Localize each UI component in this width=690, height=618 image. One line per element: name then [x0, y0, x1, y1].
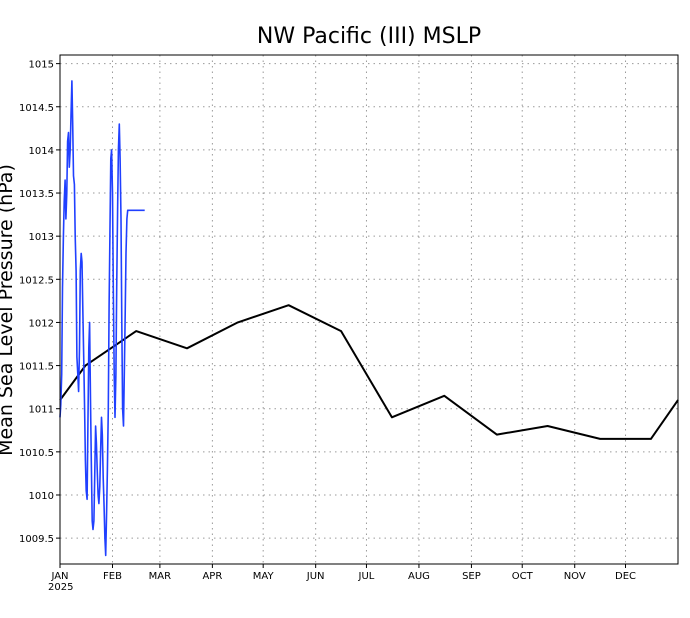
x-tick-label: OCT: [512, 571, 534, 582]
y-tick-label: 1014.5: [19, 103, 54, 114]
x-tick-label: JUL: [358, 571, 375, 582]
x-tick-label: MAR: [149, 571, 171, 582]
series-line-climatology: [59, 304, 679, 440]
y-tick-label: 1013: [29, 232, 54, 243]
y-tick-label: 1009.5: [19, 534, 54, 545]
y-tick-label: 1012: [29, 318, 54, 329]
y-tick-label: 1010: [29, 491, 54, 502]
x-tick-label: DEC: [615, 571, 636, 582]
y-axis-label: Mean Sea Level Pressure (hPa): [0, 164, 17, 456]
series-line-current-year: [59, 80, 145, 557]
y-tick-label: 1013.5: [19, 189, 54, 200]
series-layer: [59, 80, 679, 557]
x-year-label: 2025: [48, 582, 73, 593]
x-tick-label: FEB: [103, 571, 122, 582]
plot-frame: [59, 54, 679, 565]
x-tick-label: JAN: [50, 571, 68, 582]
y-tick-label: 1011.5: [19, 362, 54, 373]
x-tick-label: APR: [202, 571, 222, 582]
x-tick-label: MAY: [253, 571, 275, 582]
x-tick-label: JUN: [306, 571, 325, 582]
chart-title: NW Pacific (III) MSLP: [257, 24, 481, 49]
y-tick-label: 1010.5: [19, 448, 54, 459]
x-tick-label: AUG: [408, 571, 430, 582]
x-tick-label: NOV: [564, 571, 586, 582]
y-tick-label: 1011: [29, 405, 54, 416]
x-tick-label: SEP: [462, 571, 481, 582]
y-tick-label: 1014: [29, 146, 54, 157]
y-tick-label: 1015: [29, 60, 54, 71]
grid: [60, 55, 678, 564]
axis-ticks: 1009.5 1010 1010.5 1011 1011.5 1012 1012.5 1013…: [19, 60, 636, 582]
y-tick-label: 1012.5: [19, 275, 54, 286]
